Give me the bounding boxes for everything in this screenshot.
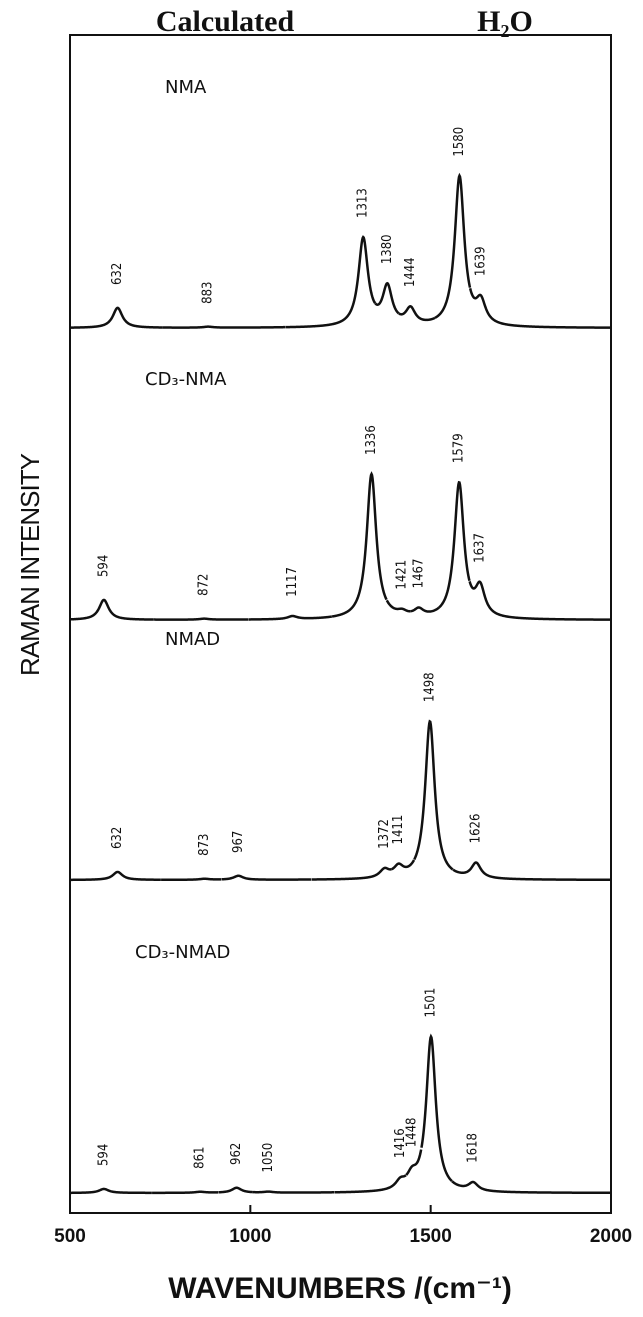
peak-label: 1336 [364, 425, 379, 455]
peak-label: 1444 [403, 257, 418, 287]
peak-label: 594 [96, 1144, 111, 1166]
spectrum-segment [438, 480, 471, 609]
spectrum-segment [420, 1033, 453, 1183]
spectrum-segment [451, 1180, 611, 1195]
spectrum-segment [218, 1186, 253, 1194]
peak-label: 1498 [422, 672, 437, 702]
spectrum-segment [154, 617, 249, 621]
peak-label: 632 [110, 263, 125, 285]
peak-label: 962 [229, 1143, 244, 1165]
spectrum-segment [70, 598, 154, 621]
spectrum-segment [452, 861, 611, 882]
peak-label: 1313 [356, 188, 371, 218]
spectrum-segment [374, 281, 400, 315]
y-axis-label: RAMAN INTENSITY [15, 453, 45, 676]
peak-label: 1421 [395, 560, 410, 590]
peak-label: 1580 [452, 127, 467, 157]
x-tick-label: 1500 [410, 1226, 452, 1247]
spectrum-segment [285, 235, 377, 329]
spectrum-segment [161, 877, 222, 881]
x-tick-label: 2000 [590, 1226, 632, 1247]
panel-name: NMA [165, 77, 207, 98]
spectrum-segment [468, 580, 611, 621]
spectrum-segment [311, 866, 392, 881]
panel-name: CD₃-NMAD [135, 942, 230, 963]
spectrum-segment [410, 606, 440, 613]
peak-label: 883 [201, 282, 216, 304]
spectrum-segment [70, 1187, 152, 1195]
spectrum-segment [468, 288, 611, 329]
peak-label: 861 [193, 1147, 208, 1169]
peak-label: 594 [96, 555, 111, 577]
peak-label: 1416 [393, 1128, 408, 1158]
peak-label: 1380 [380, 234, 395, 264]
peak-label: 1372 [377, 819, 392, 849]
spectrum-segment [152, 1190, 219, 1195]
peak-label: 1618 [466, 1133, 481, 1163]
peak-label: 1637 [473, 533, 488, 563]
peak-label: 1467 [411, 559, 426, 589]
spectrum-segment [252, 1190, 335, 1194]
spectrum-segment [162, 325, 286, 329]
header-left: Calculated [156, 5, 295, 38]
x-tick-label: 1000 [229, 1226, 271, 1247]
x-axis-label: WAVENUMBERS /(cm⁻¹) [168, 1272, 512, 1305]
spectrum-segment [434, 172, 472, 319]
spectrum-segment [398, 304, 436, 322]
peak-label: 1501 [424, 988, 439, 1018]
spectrum-segment [331, 471, 388, 618]
spectrum-segment [385, 599, 411, 613]
peak-label: 1639 [473, 246, 488, 276]
spectrum-segment [221, 874, 312, 881]
spectrum-segment [391, 859, 416, 871]
spectrum-segment [70, 306, 163, 329]
plot-frame [69, 34, 612, 1214]
peak-label: 872 [197, 574, 212, 596]
peak-label: 1050 [261, 1143, 276, 1173]
peak-label: 1448 [404, 1118, 419, 1148]
spectrum-segment [248, 614, 333, 621]
panel-name: NMAD [165, 629, 220, 650]
peak-label: 1411 [391, 815, 406, 845]
peak-label: 967 [231, 831, 246, 853]
spectrum-segment [405, 1149, 423, 1176]
peak-label: 873 [197, 834, 212, 856]
peak-label: 1579 [452, 433, 467, 463]
spectrum-segment [334, 1174, 407, 1194]
peak-label: 1626 [469, 814, 484, 844]
peak-label: 632 [110, 827, 125, 849]
spectrum-segment [413, 719, 454, 871]
x-tick-label: 500 [54, 1226, 86, 1247]
spectrum-segment [70, 870, 161, 882]
panel-name: CD₃-NMA [145, 369, 227, 390]
peak-label: 1117 [285, 567, 300, 597]
header-right: H₂O [477, 5, 533, 38]
